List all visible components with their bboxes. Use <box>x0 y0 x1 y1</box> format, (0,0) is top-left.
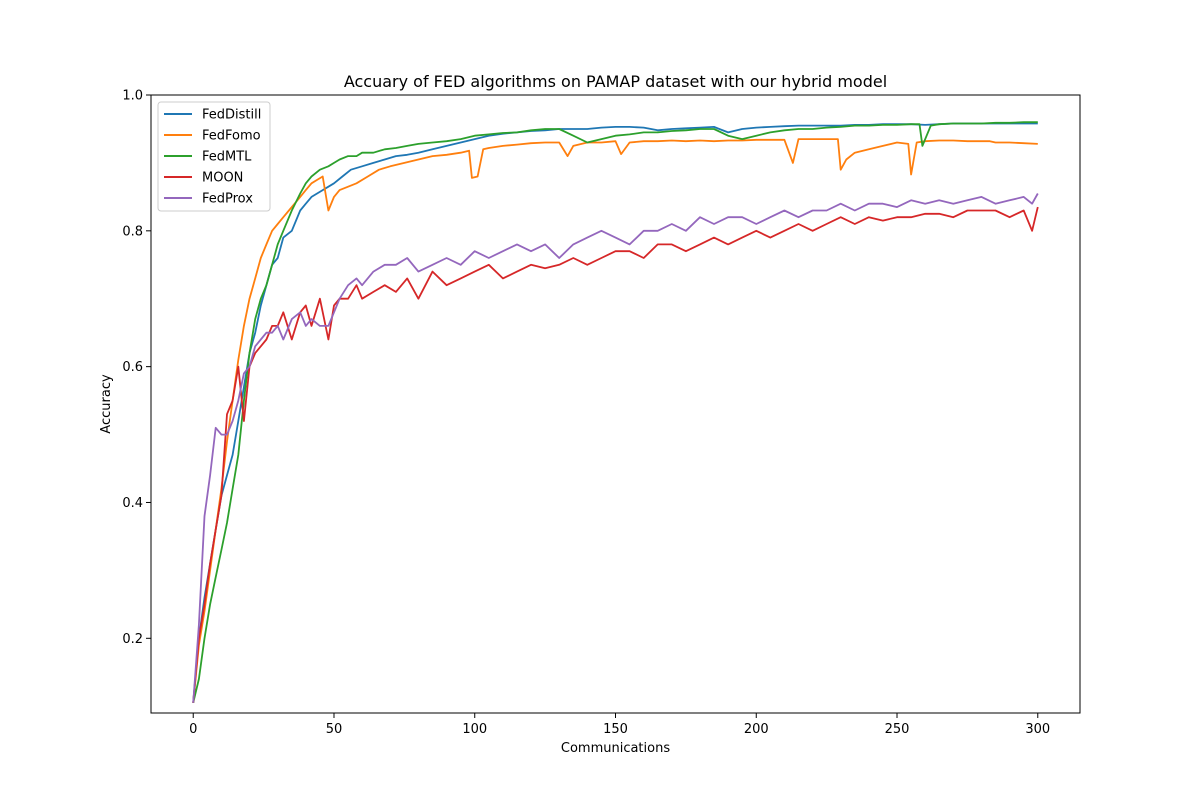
legend-label: FedProx <box>202 192 253 207</box>
legend: FedDistill FedFomo FedMTL MOON FedProx <box>157 101 271 212</box>
y-tick-label: 1.0 <box>122 89 143 104</box>
legend-box <box>157 101 271 212</box>
y-tick-label: 0.4 <box>122 496 143 511</box>
x-tick-label: 0 <box>189 722 197 737</box>
y-axis-label: Accuracy <box>99 374 114 434</box>
series-line-fedfomo <box>192 138 1038 703</box>
x-tick-label: 250 <box>885 722 910 737</box>
series-line-fedprox <box>192 193 1039 703</box>
legend-label: FedFomo <box>202 129 261 144</box>
x-tick-label: 300 <box>1025 722 1050 737</box>
y-tick-label: 0.6 <box>122 360 143 375</box>
series-line-feddistill <box>192 122 1038 703</box>
x-tick-label: 150 <box>603 722 628 737</box>
series-line-moon <box>192 206 1039 703</box>
x-tick-label: 50 <box>326 722 343 737</box>
chart-title: Accuary of FED algorithms on PAMAP datas… <box>344 72 887 91</box>
x-tick-label: 100 <box>462 722 487 737</box>
x-axis-label: Communications <box>561 741 670 756</box>
axes: 0 50 100 150 200 250 300 0.2 0.4 0.6 0.8 1.0 <box>122 89 1081 737</box>
plot-area <box>192 121 1039 704</box>
legend-label: FedMTL <box>202 150 252 165</box>
legend-label: FedDistill <box>202 108 261 123</box>
plot-frame <box>150 94 1081 714</box>
y-tick-label: 0.2 <box>122 632 143 647</box>
series-line-fedmtl <box>192 121 1038 704</box>
y-tick-label: 0.8 <box>122 224 143 239</box>
x-tick-label: 200 <box>744 722 769 737</box>
legend-label: MOON <box>202 171 243 186</box>
